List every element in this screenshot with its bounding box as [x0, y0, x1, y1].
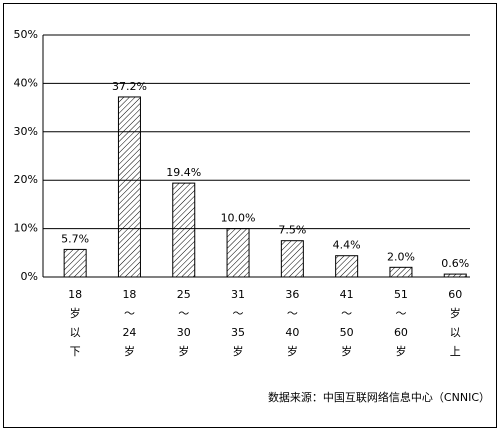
x-tick-label: 以 [70, 326, 81, 339]
value-label: 10.0% [221, 212, 256, 225]
value-label: 2.0% [387, 250, 415, 263]
x-tick-label: ～ [124, 307, 135, 320]
x-tick-label: 35 [231, 326, 245, 339]
x-tick-label: 上 [450, 345, 461, 358]
x-tick-label: 60 [394, 326, 408, 339]
x-tick-label: ～ [341, 307, 352, 320]
x-tick-label: ～ [178, 307, 189, 320]
x-tick-label: 30 [177, 326, 191, 339]
bar [172, 182, 196, 278]
x-tick-label: 50 [340, 326, 354, 339]
x-tick-label: ～ [233, 307, 244, 320]
x-tick-label: 岁 [450, 306, 461, 320]
value-label: 19.4% [166, 166, 201, 179]
frame [3, 3, 497, 428]
x-tick-label: 24 [122, 326, 136, 339]
x-tick-label: 岁 [233, 344, 244, 358]
y-tick-label: 40% [14, 76, 38, 89]
value-label: 5.7% [61, 232, 89, 245]
value-label: 0.6% [441, 257, 469, 270]
x-tick-label: 41 [340, 288, 354, 301]
x-tick-label: 岁 [287, 344, 298, 358]
x-tick-label: 60 [448, 288, 462, 301]
x-tick-label: 下 [70, 345, 81, 358]
x-tick-label: 岁 [178, 344, 189, 358]
x-tick-label: 36 [285, 288, 299, 301]
bar [280, 240, 304, 278]
x-tick-label: 18 [122, 288, 136, 301]
y-tick-label: 0% [21, 270, 38, 283]
x-tick-label: 以 [450, 326, 461, 339]
x-tick-label: ～ [287, 307, 298, 320]
y-tick-label: 50% [14, 28, 38, 41]
bar [117, 96, 141, 278]
bar [389, 266, 413, 278]
source-note: 数据来源：中国互联网络信息中心（CNNIC） [268, 390, 490, 404]
y-tick-label: 20% [14, 173, 38, 186]
y-tick-label: 30% [14, 125, 38, 138]
x-tick-label: 18 [68, 288, 82, 301]
bar [63, 248, 87, 278]
bar [443, 273, 467, 278]
x-tick-label: 25 [177, 288, 191, 301]
x-tick-label: 31 [231, 288, 245, 301]
x-tick-label: 岁 [70, 306, 81, 320]
bar [335, 255, 359, 278]
value-label: 4.4% [333, 239, 361, 252]
value-label: 7.5% [278, 224, 306, 237]
x-tick-label: 岁 [124, 344, 135, 358]
x-tick-label: 岁 [395, 344, 406, 358]
value-label: 37.2% [112, 80, 147, 93]
y-tick-label: 10% [14, 222, 38, 235]
x-tick-label: ～ [395, 307, 406, 320]
x-tick-label: 51 [394, 288, 408, 301]
x-tick-label: 40 [285, 326, 299, 339]
bar [226, 228, 250, 278]
x-tick-label: 岁 [341, 344, 352, 358]
